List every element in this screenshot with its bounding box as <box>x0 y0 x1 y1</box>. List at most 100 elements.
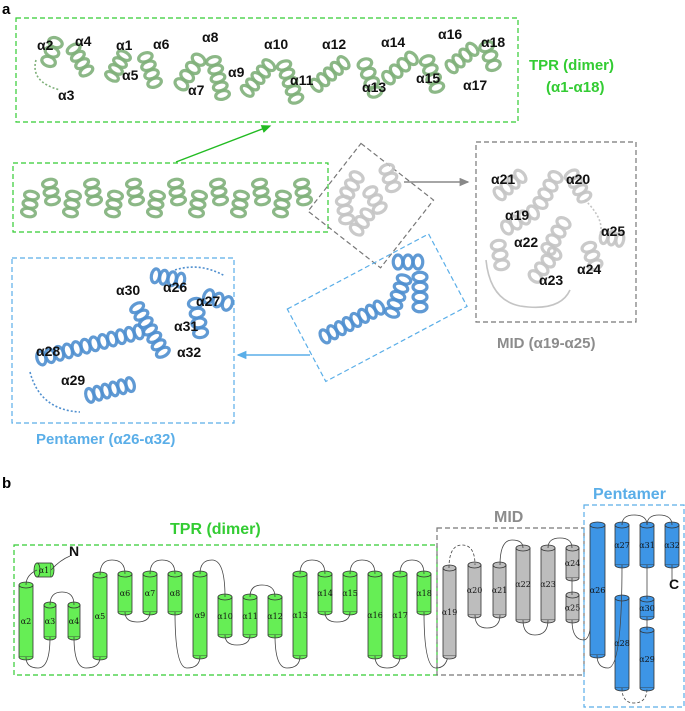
cylinder-α17: α17 <box>392 570 408 660</box>
tpr-helix-ribbon <box>478 39 502 73</box>
cylinder-helix-label: α24 <box>565 559 581 568</box>
mid-loop <box>485 259 571 309</box>
topology-loop <box>621 687 648 704</box>
cylinder-α3: α3 <box>43 601 57 641</box>
cylinder-helix-label: α7 <box>145 589 156 598</box>
cylinder-helix-label: α6 <box>120 589 131 598</box>
cylinder-helix-label: α21 <box>492 586 508 595</box>
cylinder-helix-label: α32 <box>664 541 680 550</box>
pentamer-title-b: Pentamer <box>593 486 666 503</box>
topology-loop <box>324 611 351 623</box>
pentamer-helix-ribbon <box>84 376 136 404</box>
cylinder-α29: α29 <box>639 626 655 692</box>
tpr-overview-helix <box>250 177 272 207</box>
tpr-overview-helix <box>103 189 125 219</box>
mid-helix-ribbon <box>500 204 540 236</box>
topology-loop <box>596 564 623 669</box>
c-terminus-label: C <box>669 576 679 592</box>
topology-diagram: α1 α2 α3 α4 α5 α6 α7 α8 α9 α10 α11 α12 α13 α14 α15 α16 α… <box>18 514 680 704</box>
tpr-overview-helix <box>292 177 314 207</box>
topology-loop <box>522 619 549 636</box>
mid-title-b: MID <box>494 509 523 526</box>
pentamer-helix-ribbon <box>186 296 210 340</box>
pentamer-helix-label: α26 <box>163 279 187 295</box>
mid-helix-label: α21 <box>491 171 515 187</box>
pentamer-overview-helix <box>383 273 413 319</box>
pentamer-overview-helix <box>318 299 386 345</box>
mid-overview-helix <box>348 207 376 237</box>
tpr-overview-helix <box>271 189 293 219</box>
topology-loop <box>274 634 301 669</box>
topology-loop <box>49 591 75 606</box>
mid-overview-helix <box>334 194 356 226</box>
cylinder-helix-label: α30 <box>639 604 655 613</box>
panel-b-label: b <box>2 475 11 492</box>
n-terminus-label: N <box>69 543 79 559</box>
mid-helix-ribbon <box>492 168 528 202</box>
cylinder-α2: α2 <box>18 581 34 661</box>
tpr-helix-label: α17 <box>463 77 487 93</box>
cylinder-helix-label: α10 <box>217 612 233 621</box>
pentamer-overview-box <box>286 233 468 383</box>
cylinder-α20: α20 <box>467 561 482 619</box>
topology-loop <box>423 611 449 669</box>
cylinder-helix-label: α9 <box>195 611 206 620</box>
cylinder-α10: α10 <box>217 593 233 639</box>
cylinder-α6: α6 <box>117 570 133 616</box>
cylinder-α18: α18 <box>416 570 432 616</box>
mid-overview-helix <box>378 162 402 194</box>
topology-loop <box>149 559 176 575</box>
cylinder-α23: α23 <box>540 544 556 624</box>
topology-loop <box>621 514 648 526</box>
topology-loop <box>547 537 573 549</box>
mid-helix-ribbon <box>489 238 511 272</box>
cylinder-helix-label: α5 <box>95 612 106 621</box>
tpr-helix-ribbon <box>275 59 305 105</box>
cylinder-α14: α14 <box>317 570 333 616</box>
tpr-helix-label: α12 <box>322 36 346 52</box>
topology-loop <box>448 544 476 569</box>
topology-loop <box>73 636 101 669</box>
pentamer-disordered-loop <box>174 266 226 277</box>
cylinder-α26: α26 <box>589 521 606 659</box>
tpr-helix-label: α14 <box>381 34 405 50</box>
tpr-title-a: TPR (dimer) <box>529 57 614 74</box>
cylinder-helix-label: α23 <box>540 580 556 589</box>
mid-helix-ribbon <box>580 240 604 272</box>
pentamer-overview-helix <box>391 253 425 271</box>
cylinder-α9: α9 <box>192 570 208 660</box>
pentamer-helix-ribbon <box>129 301 171 359</box>
pentamer-helix-ribbon <box>35 323 145 367</box>
pentamer-helix-label: α29 <box>61 372 85 388</box>
tpr-helix-ribbon <box>104 49 132 83</box>
tpr-overview-helix <box>61 189 83 219</box>
cylinder-helix-label: α22 <box>515 580 531 589</box>
pentamer-helix-label: α28 <box>36 343 60 359</box>
mid-ribbon-overview <box>334 162 402 237</box>
tpr-title-b: TPR (dimer) <box>170 521 261 538</box>
pentamer-ribbon-zoom <box>29 266 235 413</box>
mid-topology-box <box>436 527 585 676</box>
tpr-overview-helix <box>166 177 188 207</box>
tpr-overview-helix <box>19 189 41 219</box>
cylinder-α7: α7 <box>142 570 158 616</box>
tpr-helix-label: α4 <box>75 33 92 49</box>
pentamer-zoom-box <box>11 257 235 424</box>
panel-a-label: a <box>2 1 11 18</box>
mid-helix-ribbon <box>532 170 564 210</box>
tpr-helix-ribbon <box>309 55 351 93</box>
tpr-helix-label: α11 <box>290 72 314 88</box>
tpr-helix-ribbon <box>137 51 163 89</box>
cylinder-helix-label: α16 <box>367 611 383 620</box>
tpr-helix-label: α3 <box>58 87 75 103</box>
mid-helix-label: α22 <box>514 234 538 250</box>
tpr-arrow <box>175 125 272 163</box>
pentamer-helix-label: α27 <box>196 293 220 309</box>
topology-loop <box>374 655 401 669</box>
cylinder-helix-label: α26 <box>590 586 606 595</box>
cylinder-α13: α13 <box>292 570 308 660</box>
tpr-helix-label: α5 <box>122 67 139 83</box>
tpr-overview-helix <box>208 177 230 207</box>
topology-loop <box>124 611 151 623</box>
cylinder-helix-label: α1 <box>39 566 50 575</box>
